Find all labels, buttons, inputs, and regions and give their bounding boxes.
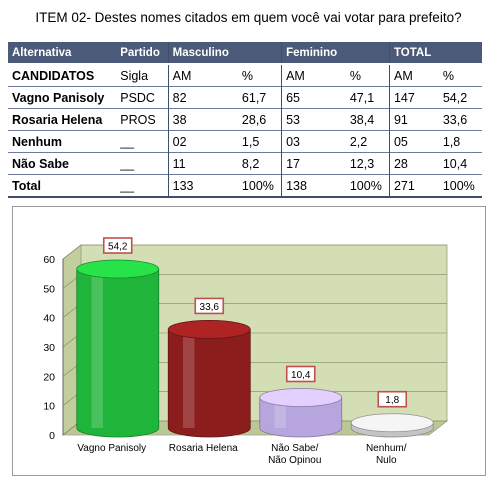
data-label: 10,4 <box>291 370 311 381</box>
y-tick-label: 40 <box>43 313 55 325</box>
table-cell: 8,2 <box>241 156 260 171</box>
candidate-cell: CANDIDATOS <box>12 68 95 83</box>
bar <box>167 329 251 438</box>
x-category-label: Nenhum/ <box>366 443 407 454</box>
y-tick-label: 20 <box>43 371 55 383</box>
table-cell: 61,7 <box>241 90 267 105</box>
table-cell: % <box>349 68 361 83</box>
table-cell: 100% <box>241 178 274 193</box>
data-label: 1,8 <box>385 395 399 406</box>
bar <box>76 268 160 438</box>
table-header-row: Alternativa Partido Masculino Feminino T… <box>8 42 482 65</box>
table-row: Não Sabe __ 11 8,2 17 12,3 28 10,4 <box>8 152 482 175</box>
header-cell: Feminino <box>281 42 346 65</box>
candidate-cell: Vagno Panisoly <box>12 90 105 105</box>
x-category-label: Nulo <box>376 455 397 466</box>
table-cell: 100% <box>442 178 475 193</box>
table-cell: __ <box>120 178 135 193</box>
bar-top <box>167 320 251 339</box>
table-cell: 05 <box>388 130 439 153</box>
table-cell: 03 <box>281 130 346 153</box>
table-cell: 17 <box>281 152 346 175</box>
bar-top <box>76 259 160 279</box>
table-cell: 28,6 <box>241 112 267 127</box>
table-cell: % <box>241 68 254 83</box>
table-cell: AM <box>281 64 346 87</box>
candidate-cell: Não Sabe <box>12 156 69 171</box>
table-row: Nenhum __ 02 1,5 03 2,2 05 1,8 <box>8 130 482 153</box>
bar-top <box>350 413 434 433</box>
table-cell: 11 <box>167 152 238 175</box>
table-cell: __ <box>120 134 135 149</box>
chart-frame: 0 10 20 30 40 50 60 54,2 Vagno Panisoly 33,6 Rosar… <box>12 206 486 476</box>
y-tick-label: 30 <box>43 342 55 354</box>
table-cell: PROS <box>120 112 156 127</box>
y-tick-label: 60 <box>43 254 55 266</box>
header-cell: Masculino <box>167 42 238 65</box>
table-row: Vagno Panisoly PSDC 82 61,7 65 47,1 147 54,2 <box>8 86 482 109</box>
table-cell: 147 <box>388 86 439 109</box>
header-cell: Alternativa <box>8 42 117 65</box>
table-cell: 02 <box>167 130 238 153</box>
data-label-box <box>194 297 225 315</box>
data-label-box <box>102 237 133 254</box>
table-row: Total __ 133 100% 138 100% 271 100% <box>8 174 482 197</box>
table-cell: PSDC <box>120 90 155 105</box>
candidate-cell: Total <box>12 178 41 193</box>
x-category-label: Não Opinou <box>268 455 321 466</box>
bar <box>259 397 343 438</box>
table-cell: 2,2 <box>349 134 368 149</box>
table-cell: AM <box>167 64 238 87</box>
data-label-box <box>285 365 316 383</box>
table-cell: __ <box>120 156 135 171</box>
data-label: 54,2 <box>108 242 128 253</box>
table-cell: 38,4 <box>349 112 375 127</box>
bar-highlight <box>183 329 195 428</box>
table-cell: 54,2 <box>442 90 468 105</box>
bar-highlight <box>91 269 103 428</box>
header-cell: Partido <box>116 42 169 65</box>
candidate-cell: Rosaria Helena <box>12 112 103 127</box>
header-cell <box>438 42 482 65</box>
table-cell: 1,8 <box>442 134 461 149</box>
table-cell: % <box>442 68 454 83</box>
header-cell: TOTAL <box>388 42 439 65</box>
table-cell: 65 <box>281 86 346 109</box>
data-label: 33,6 <box>200 302 220 313</box>
table-cell: 138 <box>281 174 346 197</box>
table-cell: 82 <box>167 86 238 109</box>
gridline <box>62 244 82 260</box>
table-row: Rosaria Helena PROS 38 28,6 53 38,4 91 33,6 <box>8 108 482 131</box>
bar-highlight <box>274 397 286 428</box>
table-cell: 271 <box>388 174 439 197</box>
y-tick-label: 0 <box>49 430 55 442</box>
bar-chart: 0 10 20 30 40 50 60 54,2 Vagno Panisoly 33,6 Rosar… <box>43 237 449 466</box>
table-cell: 53 <box>281 108 346 131</box>
table-cell: 28 <box>388 152 439 175</box>
y-tick-label: 50 <box>43 283 55 295</box>
results-table: Alternativa Partido Masculino Feminino T… <box>8 42 482 198</box>
table-cell: 1,5 <box>241 134 260 149</box>
table-cell: 100% <box>349 178 382 193</box>
table-row: CANDIDATOS Sigla AM% AM% AM% <box>8 64 482 87</box>
candidate-cell: Nenhum <box>12 134 62 149</box>
table-cell: 133 <box>167 174 238 197</box>
table-cell: 12,3 <box>349 156 375 171</box>
table-cell: 91 <box>388 108 439 131</box>
y-tick-label: 10 <box>43 401 55 413</box>
table-cell: 10,4 <box>442 156 468 171</box>
x-category-label: Não Sabe/ <box>271 443 318 454</box>
table-cell: AM <box>388 64 439 87</box>
page-title: ITEM 02- Destes nomes citados em quem vo… <box>35 10 462 25</box>
table-cell: 38 <box>167 108 238 131</box>
data-label-box <box>377 390 408 408</box>
x-category-label: Rosaria Helena <box>169 443 238 454</box>
header-cell <box>237 42 282 65</box>
header-cell <box>345 42 390 65</box>
table-cell: Sigla <box>120 68 149 83</box>
table-cell: 33,6 <box>442 112 468 127</box>
bar-top <box>259 388 343 407</box>
x-category-label: Vagno Panisoly <box>77 443 146 454</box>
table-cell: 47,1 <box>349 90 375 105</box>
